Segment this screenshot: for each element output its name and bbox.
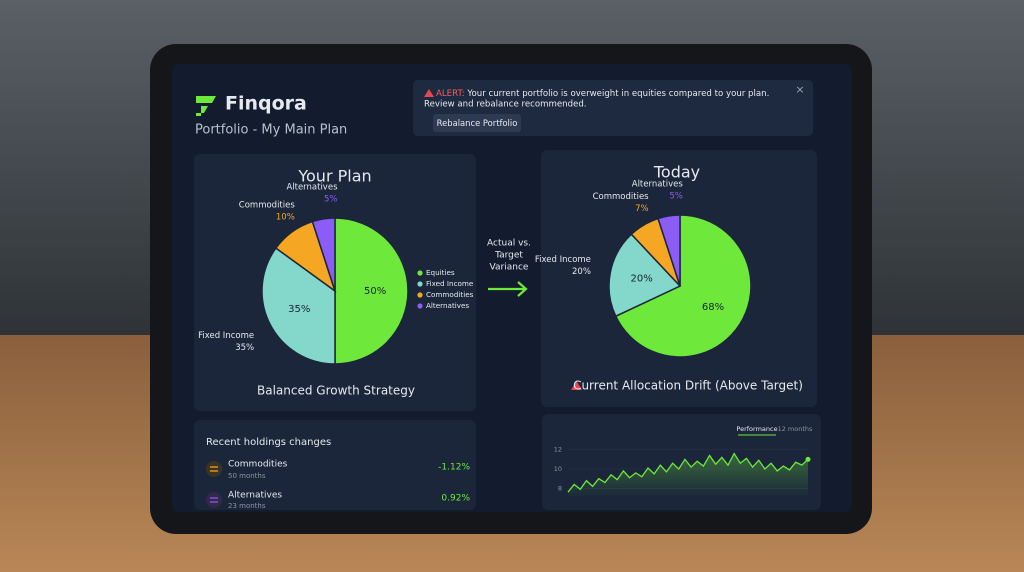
legend-swatch xyxy=(417,270,423,276)
variance-arrow xyxy=(488,281,528,297)
holdings-card xyxy=(194,420,476,510)
performance-line xyxy=(567,452,809,493)
performance-tab[interactable]: 12 months xyxy=(778,425,813,433)
holding-change: -1.12% xyxy=(438,463,470,473)
pie-slice xyxy=(334,217,409,365)
y-tick-label: 10 xyxy=(554,465,562,473)
slice-name-label: Fixed Income xyxy=(198,331,254,341)
holding-period: 23 months xyxy=(228,502,266,510)
pie-slice xyxy=(311,217,336,292)
slice-value-label: 7% xyxy=(635,204,649,214)
alert-text: ALERT: Your current portfolio is overwei… xyxy=(436,89,769,99)
holding-icon xyxy=(206,492,222,508)
legend-label: Equities xyxy=(426,268,455,277)
pie-slice xyxy=(614,214,752,358)
performance-area xyxy=(568,453,808,498)
slice-value-label: 5% xyxy=(669,192,683,202)
legend-swatch xyxy=(417,303,423,309)
holding-icon xyxy=(206,461,222,477)
pie-slice xyxy=(657,214,681,287)
slice-value-label: 68% xyxy=(702,302,724,313)
slice-value-label: 35% xyxy=(235,343,254,353)
slice-value-label: 10% xyxy=(276,212,295,222)
slice-name-label: Commodities xyxy=(239,200,296,210)
plan-caption: Balanced Growth Strategy xyxy=(257,384,415,398)
warning-icon xyxy=(571,381,582,390)
app-name: Finqora xyxy=(225,93,307,115)
holding-name: Alternatives xyxy=(228,491,282,501)
today-title: Today xyxy=(653,163,700,182)
slice-value-label: 35% xyxy=(288,304,310,315)
holding-name: Commodities xyxy=(228,460,288,470)
legend-swatch xyxy=(417,292,423,298)
rebalance-button-label[interactable]: Rebalance Portfolio xyxy=(437,118,518,128)
variance-label: Variance xyxy=(490,263,529,273)
alert-label: ALERT: xyxy=(436,89,465,99)
holding-period: 50 months xyxy=(228,472,266,480)
alert-message-line: Review and rebalance recommended. xyxy=(424,100,587,110)
holding-icon-glyph xyxy=(210,466,218,472)
slice-value-label: 5% xyxy=(324,195,338,205)
rebalance-button[interactable] xyxy=(433,114,521,132)
holding-icon-glyph xyxy=(210,497,218,503)
plan-title: Your Plan xyxy=(297,167,371,186)
close-button[interactable]: × xyxy=(795,83,804,96)
page-subtitle: Portfolio - My Main Plan xyxy=(195,123,347,138)
slice-value-label: 20% xyxy=(631,274,653,285)
slice-name-label: Alternatives xyxy=(286,183,338,193)
alert-icon xyxy=(424,89,434,97)
alert-message-line: Your current portfolio is overweight in … xyxy=(466,89,769,99)
slice-value-label: 20% xyxy=(572,267,591,277)
logo xyxy=(196,96,216,116)
slice-name-label: Fixed Income xyxy=(535,255,591,265)
pie-slice xyxy=(261,247,336,365)
slice-value-label: 50% xyxy=(364,286,386,297)
slice-name-label: Commodities xyxy=(593,192,650,202)
variance-label: Actual vs. xyxy=(487,239,531,249)
legend-label: Commodities xyxy=(426,290,474,299)
holdings-title: Recent holdings changes xyxy=(206,437,331,448)
y-tick-label: 8 xyxy=(558,484,562,492)
pie-slice xyxy=(608,233,682,318)
variance-label: Target xyxy=(494,251,523,261)
legend-swatch xyxy=(417,281,423,287)
legend-label: Alternatives xyxy=(426,301,469,310)
slice-name-label: Alternatives xyxy=(632,180,684,190)
performance-tab[interactable]: Performance xyxy=(736,425,777,433)
holding-change: 0.92% xyxy=(441,494,470,504)
today-caption: Current Allocation Drift (Above Target) xyxy=(573,379,803,393)
y-tick-label: 12 xyxy=(554,446,562,454)
performance-endpoint xyxy=(805,456,811,462)
legend-label: Fixed Income xyxy=(426,279,474,288)
